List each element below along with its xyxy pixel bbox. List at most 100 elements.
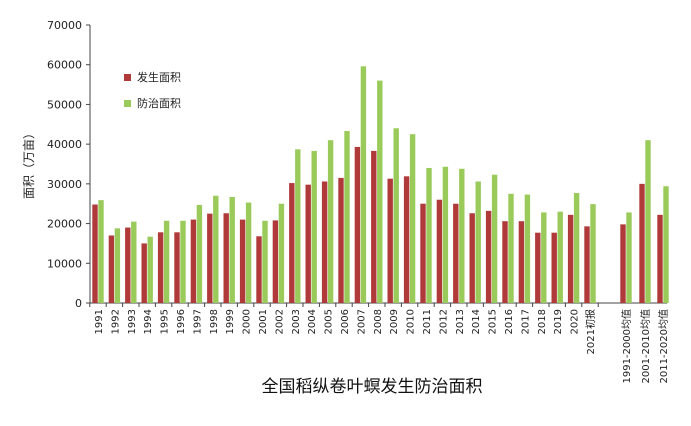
bar-control bbox=[475, 181, 481, 303]
bar-control bbox=[524, 194, 531, 303]
bar-occurrence bbox=[620, 224, 626, 303]
x-tick-label: 2004 bbox=[307, 309, 318, 334]
y-tick-label: 70000 bbox=[47, 19, 82, 32]
bar-occurrence bbox=[485, 210, 492, 303]
x-tick-label: 2008 bbox=[373, 309, 384, 334]
bar-occurrence bbox=[305, 184, 311, 303]
bar-control bbox=[626, 212, 632, 303]
x-tick-label: 2001-2010均值 bbox=[639, 309, 652, 384]
y-tick-label: 40000 bbox=[47, 138, 82, 151]
x-tick-label: 2015 bbox=[488, 309, 499, 334]
bar-control bbox=[393, 128, 399, 303]
bar-control bbox=[245, 202, 252, 303]
bar-occurrence bbox=[551, 232, 557, 303]
x-tick-label: 2017 bbox=[520, 309, 531, 334]
x-tick-labels: 1991 1992 1993 1994 1995 1996 1997 1998 1999 2000… bbox=[94, 309, 670, 384]
x-tick-label: 2003 bbox=[291, 309, 302, 334]
bar-control bbox=[180, 220, 186, 303]
x-tick-label: 1993 bbox=[127, 309, 138, 334]
bar-occurrence bbox=[420, 203, 426, 303]
y-tick-label: 50000 bbox=[47, 98, 82, 111]
bar-control bbox=[663, 186, 669, 303]
bar-occurrence bbox=[584, 226, 590, 303]
bar-control bbox=[295, 149, 301, 303]
bar-occurrence bbox=[321, 181, 328, 303]
legend: 发生面积 防治面积 bbox=[124, 70, 181, 110]
y-tick-label: 60000 bbox=[47, 59, 82, 72]
bar-occurrence bbox=[92, 204, 98, 303]
bar-occurrence bbox=[174, 232, 180, 303]
bar-control bbox=[196, 204, 203, 303]
y-tick-label: 0 bbox=[75, 297, 82, 310]
bar-occurrence bbox=[387, 178, 393, 303]
chart-title: 全国稻纵卷叶螟发生防治面积 bbox=[262, 377, 483, 397]
bar-control bbox=[491, 174, 498, 303]
x-tick-label: 2021初报 bbox=[584, 309, 597, 354]
x-tick-label: 2010 bbox=[406, 309, 417, 334]
bar-occurrence bbox=[453, 203, 459, 303]
x-tick-label: 1999 bbox=[225, 309, 236, 334]
bar-control bbox=[98, 200, 104, 303]
bar-occurrence bbox=[125, 227, 131, 303]
x-tick-label: 2019 bbox=[553, 309, 564, 334]
bar-control bbox=[590, 204, 596, 303]
x-tick-label: 1991 bbox=[94, 309, 105, 334]
bar-occurrence bbox=[272, 220, 279, 303]
bar-occurrence bbox=[518, 221, 525, 303]
legend-swatch-occurrence bbox=[124, 74, 131, 81]
bar-occurrence bbox=[657, 214, 663, 303]
bar-control bbox=[541, 212, 547, 303]
x-tick-label: 2012 bbox=[438, 309, 449, 334]
bar-control bbox=[360, 66, 367, 303]
x-tick-label: 2001 bbox=[258, 309, 269, 334]
x-tick-label: 2005 bbox=[324, 309, 335, 334]
bar-control bbox=[311, 150, 317, 303]
bar-occurrence bbox=[157, 232, 164, 303]
x-tick-label: 2016 bbox=[504, 309, 515, 334]
bar-control bbox=[163, 220, 170, 303]
bar-control bbox=[131, 221, 137, 303]
bar-control bbox=[426, 167, 432, 303]
bar-occurrence bbox=[190, 219, 197, 303]
legend-swatch-control bbox=[124, 100, 131, 107]
x-tick-label: 1991-2000均值 bbox=[620, 309, 633, 384]
bar-control bbox=[327, 140, 334, 303]
bar-occurrence bbox=[239, 219, 246, 303]
bar-control bbox=[344, 131, 350, 303]
x-tick-label: 2018 bbox=[537, 309, 548, 334]
x-tick-label: 1995 bbox=[160, 309, 171, 334]
x-tick-label: 2011-2020均值 bbox=[657, 309, 670, 384]
bar-occurrence bbox=[502, 221, 508, 303]
bar-control bbox=[229, 196, 235, 303]
bar-control bbox=[213, 195, 219, 303]
y-tick-label: 20000 bbox=[47, 218, 82, 231]
bar-occurrence bbox=[223, 213, 229, 303]
x-tick-label: 2002 bbox=[274, 309, 285, 334]
bar-occurrence bbox=[207, 213, 213, 303]
bar-control bbox=[573, 192, 580, 303]
y-axis-label: 面积（万亩） bbox=[21, 127, 36, 199]
bar-control bbox=[409, 134, 416, 303]
bar-occurrence bbox=[338, 177, 344, 303]
x-tick-label: 2020 bbox=[570, 309, 581, 334]
bar-occurrence bbox=[403, 176, 410, 303]
bar-control bbox=[645, 140, 651, 303]
bar-control bbox=[377, 80, 383, 303]
x-tick-label: 2013 bbox=[455, 309, 466, 334]
bar-occurrence bbox=[289, 183, 295, 303]
bar-control bbox=[442, 166, 449, 303]
bar-occurrence bbox=[639, 183, 645, 303]
bars bbox=[92, 66, 669, 303]
x-tick-label: 2014 bbox=[471, 309, 482, 334]
x-tick-label: 1997 bbox=[192, 309, 203, 334]
legend-label-occurrence: 发生面积 bbox=[137, 70, 181, 84]
x-tick-label: 2000 bbox=[242, 309, 253, 334]
bar-control bbox=[114, 228, 121, 303]
bar-occurrence bbox=[354, 146, 361, 303]
bar-control bbox=[278, 203, 285, 303]
bar-occurrence bbox=[436, 199, 443, 303]
y-tick-labels: 0 10000 20000 30000 40000 50000 60000 70000 bbox=[47, 19, 82, 310]
bar-occurrence bbox=[256, 236, 262, 303]
x-tick-label: 2009 bbox=[389, 309, 400, 334]
